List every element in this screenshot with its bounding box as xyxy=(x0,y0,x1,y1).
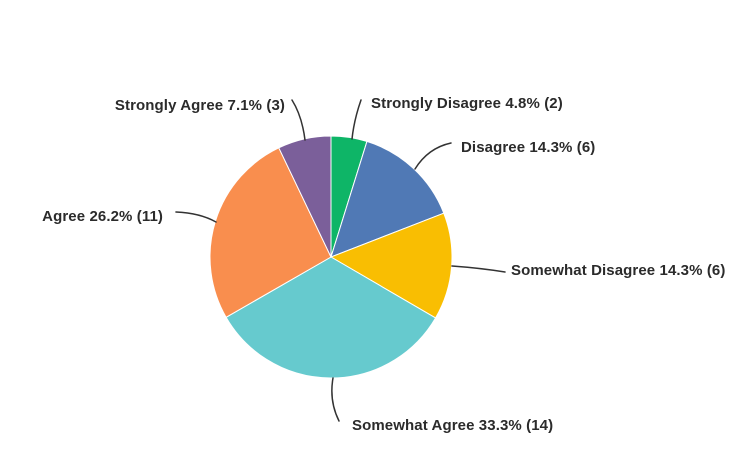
leader-line-disagree xyxy=(414,142,452,170)
leader-lines-group xyxy=(175,99,506,422)
slice-label-agree: Agree 26.2% (11) xyxy=(42,208,163,225)
leader-line-strongly-disagree xyxy=(351,99,362,140)
slice-label-strongly-agree: Strongly Agree 7.1% (3) xyxy=(114,97,285,114)
slice-label-disagree: Disagree 14.3% (6) xyxy=(461,139,596,156)
slice-label-strongly-disagree: Strongly Disagree 4.8% (2) xyxy=(371,95,563,112)
leader-line-strongly-agree xyxy=(291,99,306,141)
pie-slices-group xyxy=(209,135,453,379)
pie-slice-disagree[interactable] xyxy=(330,140,445,258)
leader-line-agree xyxy=(175,211,217,223)
slice-label-somewhat-agree: Somewhat Agree 33.3% (14) xyxy=(352,417,554,434)
leader-line-somewhat-disagree xyxy=(451,265,506,273)
slice-label-somewhat-disagree: Somewhat Disagree 14.3% (6) xyxy=(511,262,726,279)
leader-line-somewhat-agree xyxy=(331,377,340,422)
